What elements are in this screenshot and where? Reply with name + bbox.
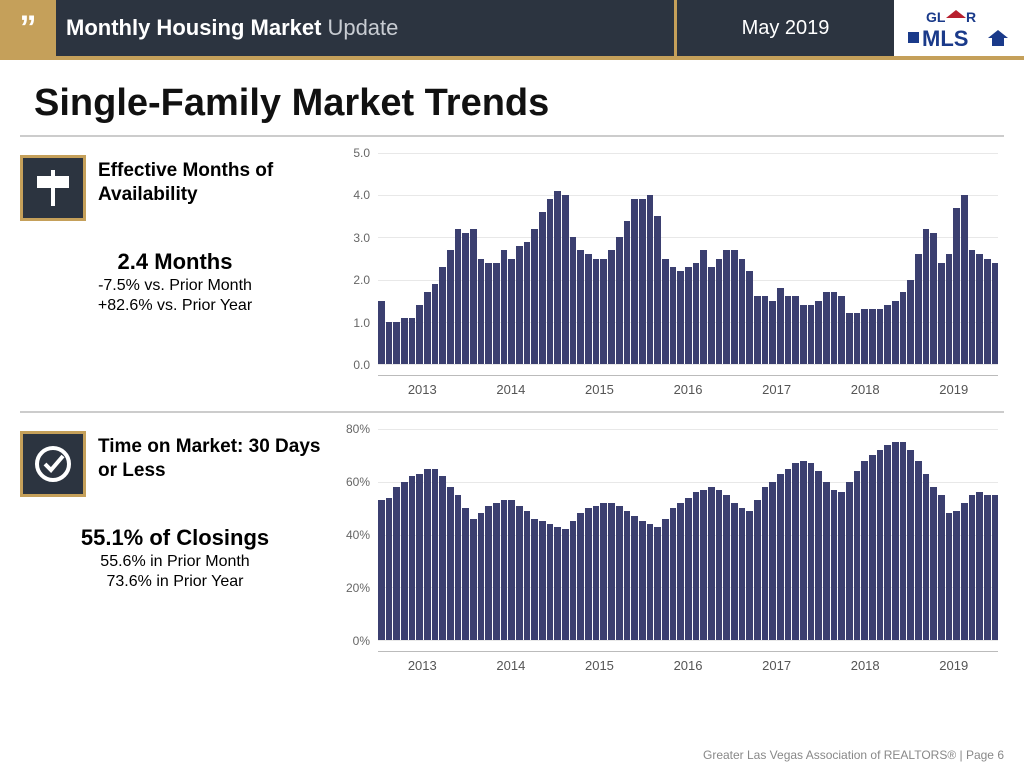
header-bar: ” Monthly Housing Market Update May 2019…	[0, 0, 1024, 56]
metric1-main: 2.4 Months	[20, 249, 330, 275]
metric2-main: 55.1% of Closings	[20, 525, 330, 551]
metric-row-time-on-market: Time on Market: 30 Days or Less 55.1% of…	[0, 419, 1024, 687]
chart-availability: 0.01.02.03.04.05.02013201420152016201720…	[330, 145, 1006, 411]
quote-icon: ”	[0, 0, 56, 56]
glvar-mls-logo: GL R MLS	[894, 0, 1024, 56]
check-circle-icon	[20, 431, 86, 497]
report-date: May 2019	[674, 0, 894, 56]
sign-icon	[20, 155, 86, 221]
metric1-sub1: -7.5% vs. Prior Month	[20, 277, 330, 295]
svg-text:GL: GL	[926, 9, 946, 25]
footer-text: Greater Las Vegas Association of REALTOR…	[703, 748, 1004, 762]
metric2-title: Time on Market: 30 Days or Less	[98, 431, 330, 483]
title-light: Update	[327, 15, 398, 41]
svg-text:R: R	[966, 9, 976, 25]
metric2-sub1: 55.6% in Prior Month	[20, 553, 330, 571]
metric-row-availability: Effective Months of Availability 2.4 Mon…	[0, 143, 1024, 411]
metric2-sub2: 73.6% in Prior Year	[20, 573, 330, 591]
title-bold: Monthly Housing Market	[66, 15, 321, 41]
page-title: Single-Family Market Trends	[0, 60, 1024, 135]
svg-text:MLS: MLS	[922, 26, 968, 51]
chart-time-on-market: 0%20%40%60%80%20132014201520162017201820…	[330, 421, 1006, 687]
divider	[20, 411, 1004, 413]
divider	[20, 135, 1004, 137]
report-title: Monthly Housing Market Update	[56, 0, 674, 56]
metric1-sub2: +82.6% vs. Prior Year	[20, 297, 330, 315]
metric1-title: Effective Months of Availability	[98, 155, 330, 207]
